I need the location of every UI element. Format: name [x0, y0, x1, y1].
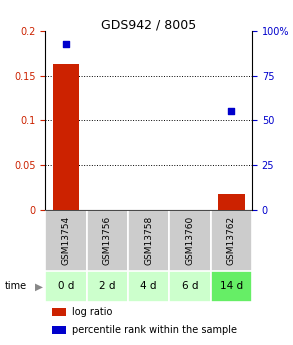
Text: GSM13760: GSM13760	[185, 216, 195, 265]
Bar	[52, 308, 66, 316]
Text: 0 d: 0 d	[58, 282, 74, 292]
Bar	[45, 271, 87, 302]
Text: 14 d: 14 d	[220, 282, 243, 292]
Bar	[128, 271, 169, 302]
Bar	[169, 271, 211, 302]
Point	[64, 41, 69, 46]
Title: GDS942 / 8005: GDS942 / 8005	[101, 18, 196, 31]
Text: ▶: ▶	[35, 282, 43, 292]
Bar	[128, 210, 169, 271]
Text: time: time	[4, 282, 27, 292]
Text: 2 d: 2 d	[99, 282, 116, 292]
Text: GSM13758: GSM13758	[144, 216, 153, 265]
Bar	[52, 326, 66, 334]
Text: GSM13754: GSM13754	[62, 216, 71, 265]
Bar	[87, 210, 128, 271]
Text: 4 d: 4 d	[140, 282, 157, 292]
Text: GSM13756: GSM13756	[103, 216, 112, 265]
Bar	[45, 210, 87, 271]
Bar	[169, 210, 211, 271]
Text: log ratio: log ratio	[72, 307, 113, 317]
Bar	[87, 271, 128, 302]
Bar	[53, 64, 79, 210]
Bar	[211, 210, 252, 271]
Point	[229, 109, 234, 114]
Text: GSM13762: GSM13762	[227, 216, 236, 265]
Text: 6 d: 6 d	[182, 282, 198, 292]
Text: percentile rank within the sample: percentile rank within the sample	[72, 325, 237, 335]
Bar	[218, 194, 245, 210]
Bar	[211, 271, 252, 302]
